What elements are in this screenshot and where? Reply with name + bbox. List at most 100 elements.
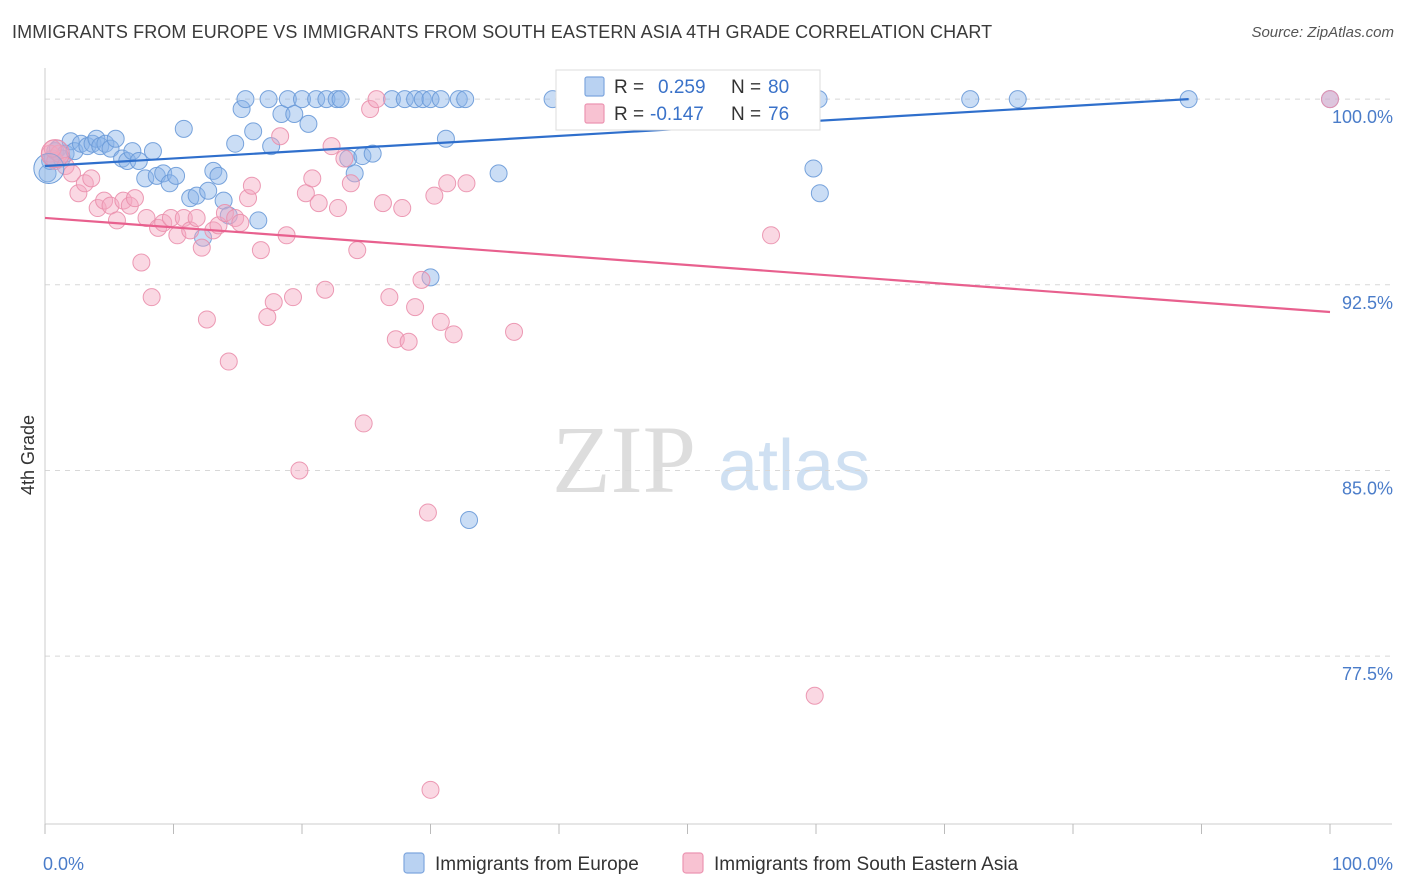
europe-point-55 xyxy=(363,144,382,163)
europe-cluster-point xyxy=(33,152,65,184)
europe-point-37 xyxy=(232,100,251,119)
asia-r-value: -0.147 xyxy=(650,104,704,125)
x-tick-labels: 0.0% 100.0% xyxy=(43,854,1393,874)
europe-point-19 xyxy=(123,142,142,161)
asia-point-60 xyxy=(412,270,431,289)
europe-point-33 xyxy=(209,166,228,185)
asia-point-40 xyxy=(284,288,303,307)
europe-n-value: 80 xyxy=(768,77,789,98)
asia-point-47 xyxy=(328,199,347,218)
asia-legend-swatch xyxy=(584,103,605,124)
europe-point-26 xyxy=(167,166,186,185)
y-tick-label-1: 92.5% xyxy=(1342,293,1393,313)
asia-point-74 xyxy=(421,780,440,799)
europe-point-16 xyxy=(106,129,125,148)
bottom-legend: Immigrants from Europe Immigrants from S… xyxy=(403,852,1019,875)
europe-point-40 xyxy=(249,211,268,230)
europe-point-42 xyxy=(262,137,281,156)
europe-point-21 xyxy=(136,169,155,188)
europe-point-38 xyxy=(236,90,255,109)
europe-point-50 xyxy=(327,90,346,109)
asia-point-7 xyxy=(82,169,101,188)
asia-point-45 xyxy=(316,280,335,299)
x-tick-label-0: 0.0% xyxy=(43,854,84,874)
europe-point-31 xyxy=(199,181,218,200)
europe-point-74 xyxy=(804,159,823,178)
europe-point-49 xyxy=(317,90,336,109)
asia-point-43 xyxy=(303,169,322,188)
x-tick-label-1: 100.0% xyxy=(1332,854,1393,874)
asia-point-36 xyxy=(258,307,277,326)
europe-point-45 xyxy=(285,104,304,123)
asia-point-67 xyxy=(505,322,524,341)
asia-point-41 xyxy=(290,461,309,480)
asia-point-57 xyxy=(393,199,412,218)
asia-point-17 xyxy=(142,288,161,307)
asia-point-61 xyxy=(418,503,437,522)
europe-point-47 xyxy=(299,114,318,133)
europe-point-75 xyxy=(810,184,829,203)
asia-point-53 xyxy=(367,90,386,109)
europe-point-59 xyxy=(413,90,432,109)
europe-point-60 xyxy=(421,90,440,109)
watermark-atlas: atlas xyxy=(718,426,870,506)
europe-point-43 xyxy=(272,104,291,123)
europe-point-14 xyxy=(96,134,115,153)
europe-point-52 xyxy=(339,149,358,168)
legend-europe-label: Immigrants from Europe xyxy=(435,854,639,875)
europe-point-61 xyxy=(431,90,450,109)
asia-point-49 xyxy=(341,174,360,193)
europe-point-64 xyxy=(456,90,475,109)
asia-point-32 xyxy=(231,213,250,232)
europe-trend-line xyxy=(44,98,1189,168)
asia-point-52 xyxy=(361,100,380,119)
europe-point-53 xyxy=(345,164,364,183)
asia-point-58 xyxy=(399,332,418,351)
asia-point-46 xyxy=(322,137,341,156)
stats-legend: R = 0.259 N = 80 R = -0.147 N = 76 xyxy=(555,69,821,131)
asia-point-44 xyxy=(309,194,328,213)
asia-point-26 xyxy=(197,310,216,329)
europe-point-56 xyxy=(382,90,401,109)
asia-point-59 xyxy=(406,298,425,317)
asia-point-35 xyxy=(251,241,270,260)
y-tick-labels: 100.0% 92.5% 85.0% 77.5% xyxy=(1332,107,1393,684)
europe-point-29 xyxy=(187,186,206,205)
asia-point-66 xyxy=(457,174,476,193)
asia-r-label: R = xyxy=(614,104,644,125)
asia-point-55 xyxy=(380,288,399,307)
legend-europe-swatch xyxy=(403,852,425,874)
europe-point-41 xyxy=(259,90,278,109)
europe-point-76 xyxy=(961,90,980,109)
europe-point-22 xyxy=(143,142,162,161)
asia-point-71 xyxy=(762,226,781,245)
trend-lines xyxy=(44,98,1331,314)
europe-point-57 xyxy=(395,90,414,109)
asia-point-73 xyxy=(1321,90,1339,109)
asia-point-65 xyxy=(444,325,463,344)
asia-point-14 xyxy=(125,189,144,208)
asia-point-54 xyxy=(373,194,392,213)
europe-point-58 xyxy=(406,90,425,109)
legend-asia-label: Immigrants from South Eastern Asia xyxy=(714,854,1019,875)
legend-asia-swatch xyxy=(682,852,704,874)
y-tick-label-3: 77.5% xyxy=(1342,664,1393,684)
europe-point-10 xyxy=(78,137,97,156)
y-tick-label-0: 100.0% xyxy=(1332,107,1393,127)
asia-point-30 xyxy=(219,352,238,371)
chart-source: Source: ZipAtlas.com xyxy=(1251,24,1394,41)
asia-point-64 xyxy=(438,174,457,193)
europe-point-48 xyxy=(307,90,326,109)
asia-point-48 xyxy=(335,149,354,168)
watermark: ZIP atlas xyxy=(552,406,870,513)
asia-point-42 xyxy=(296,184,315,203)
asia-point-37 xyxy=(264,293,283,312)
europe-point-36 xyxy=(226,134,245,153)
y-axis-title: 4th Grade xyxy=(18,415,38,495)
asia-n-label: N = xyxy=(731,104,761,125)
asia-point-11 xyxy=(107,211,126,230)
asia-point-24 xyxy=(187,208,206,227)
europe-point-65 xyxy=(489,164,508,183)
asia-point-72 xyxy=(805,686,824,705)
